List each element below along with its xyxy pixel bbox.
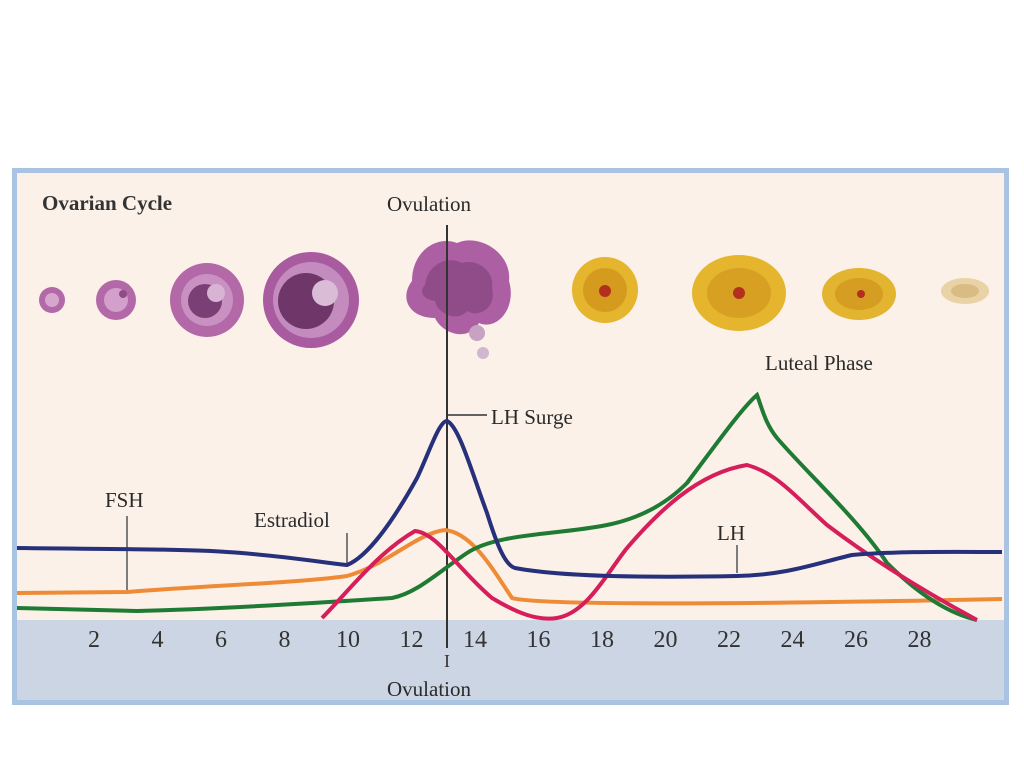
estradiol-curve	[17, 527, 1003, 606]
ovulation-label-bottom: Ovulation	[387, 677, 471, 701]
chart-title: Ovarian Cycle	[42, 191, 173, 215]
day-tick-label: 24	[780, 627, 805, 653]
fsh-label: FSH	[105, 488, 144, 512]
figure-canvas	[17, 225, 1004, 700]
follicle-stage-3	[170, 263, 244, 337]
progesterone-curve	[17, 391, 978, 622]
day-tick-label: 18	[590, 627, 614, 653]
lh-curve	[320, 462, 978, 622]
ovulation-tick-mark: I	[444, 651, 450, 671]
follicle-stage-1	[39, 287, 65, 313]
fsh-curve	[17, 418, 1003, 579]
day-tick-label: 20	[653, 627, 678, 653]
corpus-luteum-2	[692, 255, 786, 331]
day-tick-label: 2	[88, 627, 100, 653]
follicle-stage-2	[96, 280, 136, 320]
day-tick-label: 6	[215, 627, 227, 653]
follicle-stage-4	[263, 252, 359, 348]
lh-surge-label: LH Surge	[491, 405, 573, 429]
corpus-luteum-1	[572, 257, 638, 323]
luteal-phase-label: Luteal Phase	[765, 351, 873, 375]
day-tick-label: 10	[336, 627, 360, 653]
day-tick-label: 28	[907, 627, 932, 653]
estradiol-label: Estradiol	[254, 508, 330, 532]
ovarian-cycle-figure: Ovarian Cycle Ovulation Luteal Phase LH …	[12, 168, 1009, 705]
day-tick-label: 16	[526, 627, 551, 653]
day-tick-label: 14	[463, 627, 487, 653]
day-tick-label: 8	[278, 627, 291, 653]
ovulation-label-top: Ovulation	[387, 192, 471, 216]
day-tick-label: 22	[717, 627, 741, 653]
corpus-luteum-3	[822, 268, 896, 320]
day-tick-label: 12	[399, 627, 424, 653]
lh-label: LH	[717, 521, 745, 545]
day-tick-label: 26	[844, 627, 868, 653]
day-tick-label: 4	[151, 627, 164, 653]
day-axis-band	[17, 620, 1004, 700]
corpus-albicans	[941, 278, 989, 304]
ovulating-follicle	[406, 240, 511, 359]
